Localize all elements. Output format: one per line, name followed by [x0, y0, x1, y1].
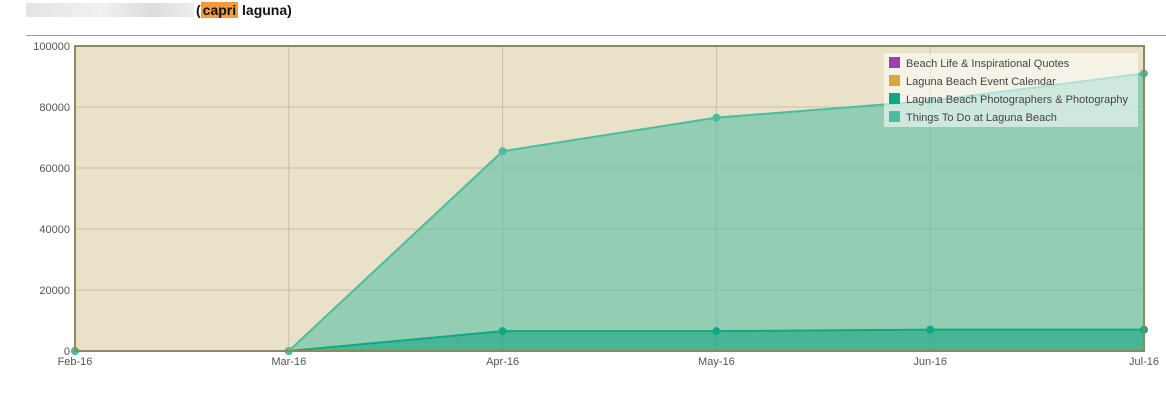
y-tick-label: 0 — [64, 346, 70, 358]
area-series-2 — [75, 329, 1144, 351]
data-point — [498, 327, 507, 336]
header-divider — [26, 35, 1166, 36]
x-tick-label: Jun-16 — [913, 356, 947, 368]
y-tick-label: 60000 — [39, 163, 70, 175]
legend-label: Beach Life & Inspirational Quotes — [906, 58, 1070, 70]
area-series-3 — [75, 73, 1144, 351]
x-tick-label: Jul-16 — [1129, 356, 1159, 368]
y-tick-label: 100000 — [33, 41, 70, 53]
legend-box — [884, 53, 1138, 127]
x-tick-label: Feb-16 — [58, 356, 93, 368]
data-point — [498, 147, 507, 156]
legend-swatch — [889, 75, 900, 86]
x-tick-label: May-16 — [698, 356, 735, 368]
plot-frame — [74, 45, 1145, 352]
y-tick-label: 40000 — [39, 224, 70, 236]
data-point — [712, 327, 721, 336]
query-highlight: capri — [200, 2, 239, 18]
legend-swatch — [889, 57, 900, 68]
legend-label: Things To Do at Laguna Beach — [906, 112, 1057, 124]
y-tick-label: 80000 — [39, 102, 70, 114]
legend-label: Laguna Beach Photographers & Photography — [906, 94, 1128, 106]
x-tick-label: Mar-16 — [271, 356, 306, 368]
data-point — [926, 325, 935, 334]
legend-swatch — [889, 93, 900, 104]
redacted-text — [26, 3, 194, 17]
y-tick-label: 20000 — [39, 285, 70, 297]
x-tick-label: Apr-16 — [486, 356, 519, 368]
search-query: (capri laguna) — [196, 2, 292, 18]
legend-label: Laguna Beach Event Calendar — [906, 76, 1056, 88]
legend-swatch — [889, 111, 900, 122]
search-header: (capri laguna) — [26, 0, 292, 20]
data-point — [712, 113, 721, 122]
